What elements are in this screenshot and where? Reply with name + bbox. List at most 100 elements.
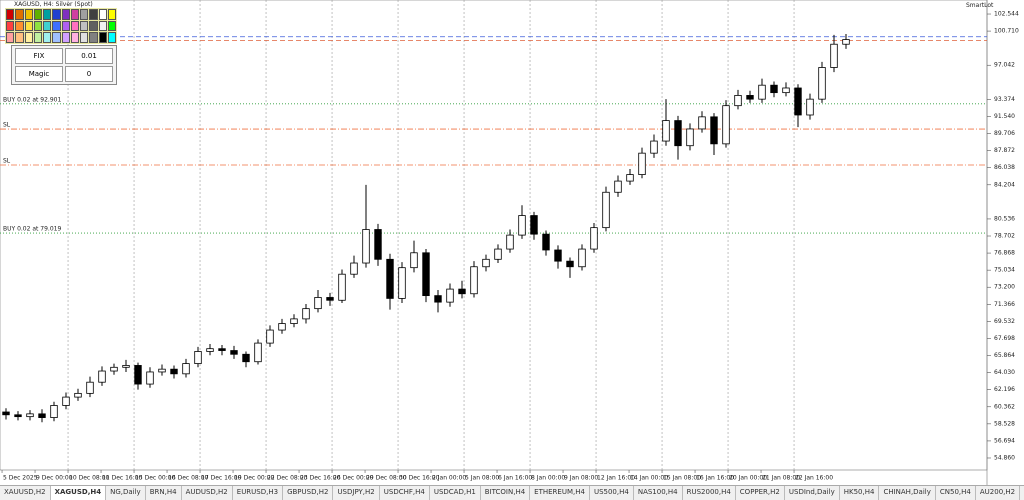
- button[interactable]: FIX: [15, 48, 63, 64]
- y-tick-label: 64.030: [994, 369, 1015, 376]
- tab[interactable]: XAUUSD,H2: [0, 486, 51, 500]
- x-tick-label: 8 Jan 00:00: [531, 475, 565, 482]
- candle-body: [554, 249, 562, 262]
- button[interactable]: Magic: [15, 66, 63, 82]
- candle-body: [86, 381, 94, 394]
- x-tick-label: 21 Jan 08:00: [762, 475, 800, 482]
- candle-body: [50, 405, 58, 418]
- candle-body: [14, 414, 22, 418]
- input[interactable]: 0: [65, 66, 113, 82]
- candle-body: [710, 116, 718, 145]
- input[interactable]: 0.01: [65, 48, 113, 64]
- candle-body: [146, 371, 154, 385]
- tab[interactable]: USDInd,Daily: [785, 486, 840, 500]
- y-tick-label: 93.374: [994, 96, 1015, 103]
- y-tick-label: 100.710: [994, 28, 1019, 35]
- candle-body: [290, 318, 298, 324]
- candle-body: [2, 411, 10, 416]
- candle-body: [374, 229, 382, 260]
- candle-body: [758, 84, 766, 100]
- candle-body: [782, 87, 790, 94]
- color-palette[interactable]: [5, 8, 117, 44]
- candle-body: [494, 248, 502, 260]
- x-tick-label: 16 Dec 08:00: [168, 475, 209, 482]
- candle-body: [674, 120, 682, 147]
- tab[interactable]: BRN,H4: [146, 486, 182, 500]
- candle-body: [26, 413, 34, 418]
- y-tick-label: 102.544: [994, 11, 1019, 18]
- tab[interactable]: ETHEREUM,H4: [530, 486, 590, 500]
- candle-body: [626, 174, 634, 182]
- tab[interactable]: XAGUSD,H4: [50, 486, 107, 500]
- candle-body: [602, 191, 610, 229]
- x-tick-label: 15 Dec 00:00: [135, 475, 176, 482]
- tab[interactable]: USDCAD,H1: [430, 486, 481, 500]
- tab[interactable]: AUDUSD,H2: [182, 486, 233, 500]
- y-tick-label: 84.204: [994, 181, 1015, 188]
- candle-body: [458, 288, 466, 295]
- candle-body: [314, 297, 322, 310]
- tab[interactable]: US500,H4: [590, 486, 634, 500]
- tab[interactable]: NG,Daily: [106, 486, 146, 500]
- candle-body: [830, 43, 838, 68]
- candle-body: [578, 248, 586, 268]
- x-tick-label: 5 Jan 08:00: [465, 475, 499, 482]
- candle-body: [566, 260, 574, 268]
- x-tick-label: 20 Jan 00:00: [729, 475, 767, 482]
- candle-body: [446, 288, 454, 303]
- tab[interactable]: Маркет: [1020, 486, 1024, 500]
- y-tick-label: 91.540: [994, 113, 1015, 120]
- y-tick-label: 65.864: [994, 352, 1015, 359]
- x-tick-label: 2 Jan 00:00: [432, 475, 466, 482]
- candle-body: [542, 233, 550, 251]
- candle-body: [158, 368, 166, 373]
- candle-body: [470, 266, 478, 295]
- x-tick-label: 19 Dec 00:00: [234, 475, 275, 482]
- candle-body: [254, 342, 262, 363]
- y-tick-label: 56.694: [994, 437, 1015, 444]
- tab[interactable]: GBPUSD,H2: [283, 486, 334, 500]
- tab[interactable]: NAS100,H4: [634, 486, 683, 500]
- candle-body: [614, 180, 622, 193]
- tab[interactable]: RUS2000,H4: [683, 486, 736, 500]
- y-tick-label: 67.698: [994, 335, 1015, 342]
- tab[interactable]: AU200,H2: [976, 486, 1021, 500]
- candle-body: [218, 348, 226, 351]
- candle-body: [698, 116, 706, 130]
- chart-title: XAGUSD, H4: Silver (Spot): [14, 1, 93, 8]
- y-tick-label: 78.702: [994, 233, 1015, 240]
- level-label: BUY 0.02 at 79.019: [3, 226, 61, 233]
- x-tick-label: 14 Jan 00:00: [630, 475, 668, 482]
- x-tick-label: 30 Dec 16:00: [399, 475, 440, 482]
- tab[interactable]: EURUSD,H3: [233, 486, 284, 500]
- candle-body: [530, 215, 538, 235]
- x-tick-label: 22 Dec 08:00: [267, 475, 308, 482]
- x-tick-label: 9 Dec 00:00: [36, 475, 73, 482]
- candle-body: [734, 95, 742, 107]
- candle-body: [518, 215, 526, 236]
- candle-body: [134, 365, 142, 385]
- level-label: BUY 0.02 at 92.901: [3, 96, 61, 103]
- tab[interactable]: HK50,H4: [840, 486, 880, 500]
- candle-body: [422, 252, 430, 297]
- y-tick-label: 60.362: [994, 403, 1015, 410]
- candle-body: [746, 95, 754, 100]
- tab[interactable]: CHINAH,Daily: [879, 486, 936, 500]
- tab[interactable]: BITCOIN,H4: [481, 486, 531, 500]
- x-tick-label: 9 Jan 08:00: [564, 475, 598, 482]
- x-tick-label: 29 Dec 08:00: [366, 475, 407, 482]
- candle-body: [590, 227, 598, 250]
- x-tick-label: 5 Dec 2025: [3, 475, 38, 482]
- tab[interactable]: USDCHF,H4: [380, 486, 430, 500]
- trade-panel: FIX 0.01 Magic 0: [11, 45, 117, 85]
- tab[interactable]: COPPER,H2: [736, 486, 785, 500]
- y-tick-label: 75.034: [994, 267, 1015, 274]
- level-label: SL: [3, 122, 11, 129]
- tab[interactable]: CN50,H4: [936, 486, 976, 500]
- tab[interactable]: USDJPY,H2: [333, 486, 380, 500]
- candle-body: [242, 353, 250, 363]
- candle-body: [122, 365, 130, 368]
- candle-body: [110, 366, 118, 372]
- candle-body: [434, 295, 442, 303]
